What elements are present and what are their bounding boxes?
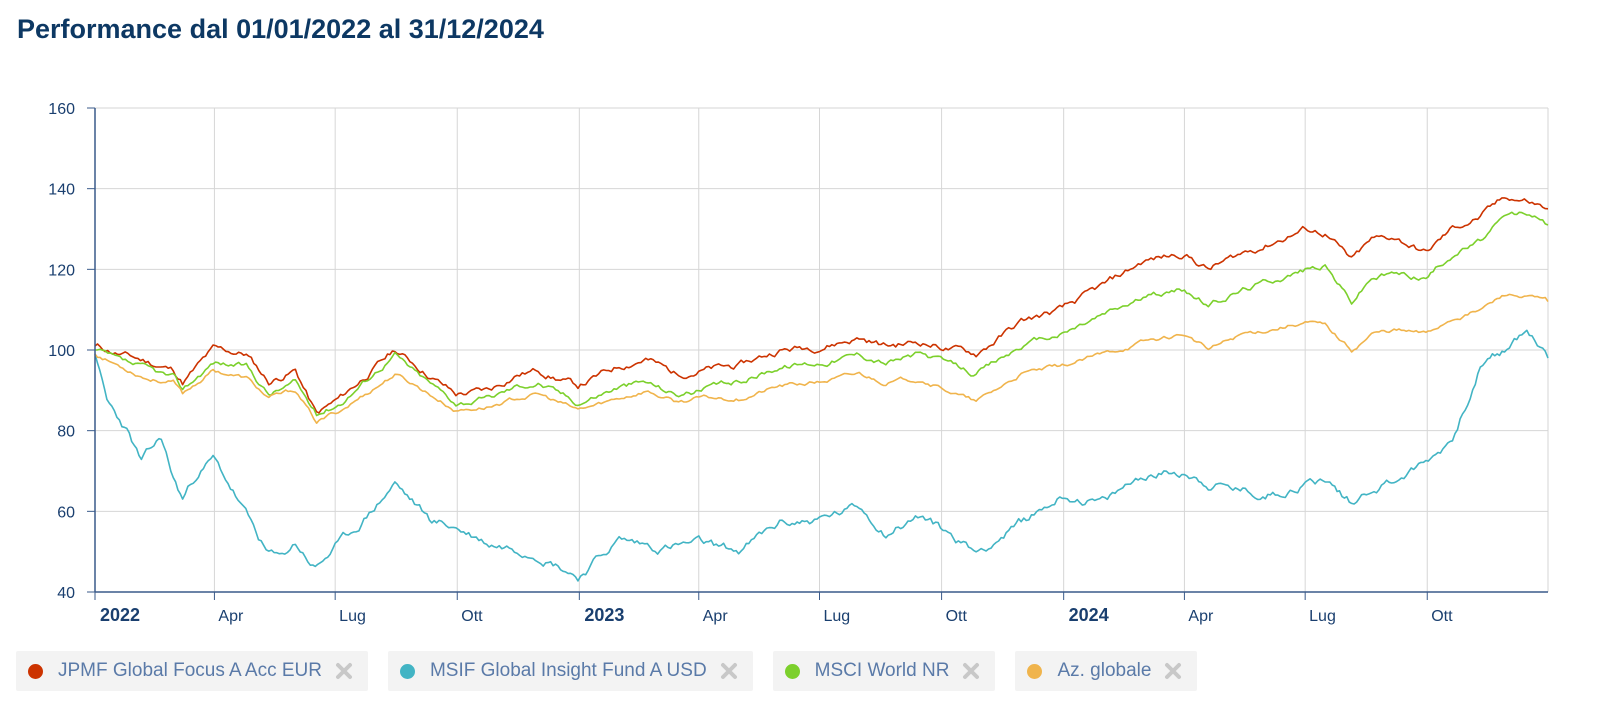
close-x-icon[interactable] bbox=[719, 661, 739, 681]
x-tick-label: Ott bbox=[461, 608, 483, 625]
legend-label: Az. globale bbox=[1057, 660, 1152, 681]
series-line-2 bbox=[94, 329, 1549, 582]
series-color-dot-icon bbox=[784, 663, 800, 679]
x-tick-label: Lug bbox=[824, 608, 851, 625]
series-line-1 bbox=[94, 197, 1549, 414]
y-tick-label: 60 bbox=[57, 504, 75, 521]
x-tick-label: Lug bbox=[339, 608, 366, 625]
close-x-icon[interactable] bbox=[1163, 661, 1183, 681]
x-tick-label: Apr bbox=[218, 608, 244, 625]
series-line-4 bbox=[94, 293, 1549, 424]
legend-label: JPMF Global Focus A Acc EUR bbox=[58, 660, 322, 681]
y-tick-label: 160 bbox=[48, 101, 75, 118]
series-color-dot-icon bbox=[28, 663, 43, 679]
legend-item-az-globale[interactable]: Az. globale bbox=[1015, 651, 1198, 691]
x-tick-label: 2022 bbox=[100, 605, 140, 625]
legend-label: MSCI World NR bbox=[814, 660, 950, 681]
x-tick-label: Ott bbox=[1431, 608, 1453, 625]
series-layer bbox=[94, 197, 1549, 582]
performance-line-chart: 40 60 80 100 120 140 160 2022 Apr Lug Ott 2023 Apr Lu… bbox=[48, 101, 1549, 625]
y-tick-label: 80 bbox=[57, 424, 75, 441]
legend-item-msci-world-nr[interactable]: MSCI World NR bbox=[772, 651, 996, 691]
y-tick-label: 100 bbox=[48, 343, 75, 360]
close-x-icon[interactable] bbox=[961, 661, 981, 681]
series-color-dot-icon bbox=[399, 663, 415, 679]
x-tick-label: Apr bbox=[703, 608, 729, 625]
legend-item-jpmf-global-focus[interactable]: JPMF Global Focus A Acc EUR bbox=[16, 651, 368, 691]
x-tick-label: 2023 bbox=[584, 605, 624, 625]
y-tick-label: 40 bbox=[57, 585, 75, 602]
y-tick-label: 120 bbox=[48, 262, 75, 279]
x-tick-label: Ott bbox=[946, 608, 968, 625]
close-x-icon[interactable] bbox=[334, 661, 354, 681]
chart-title: Performance dal 01/01/2022 al 31/12/2024 bbox=[17, 14, 544, 44]
x-tick-label: Apr bbox=[1188, 608, 1214, 625]
x-tick-label: 2024 bbox=[1069, 605, 1109, 625]
axes: 40 60 80 100 120 140 160 2022 Apr Lug Ott 2023 Apr Lu… bbox=[48, 101, 1548, 625]
legend-label: MSIF Global Insight Fund A USD bbox=[429, 660, 707, 681]
y-tick-label: 140 bbox=[48, 182, 75, 199]
legend-item-msif-global-insight[interactable]: MSIF Global Insight Fund A USD bbox=[387, 651, 753, 691]
series-color-dot-icon bbox=[1027, 663, 1043, 679]
series-line-3 bbox=[94, 211, 1549, 417]
legend: JPMF Global Focus A Acc EUR MSIF Global … bbox=[16, 651, 1198, 691]
x-tick-label: Lug bbox=[1309, 608, 1336, 625]
